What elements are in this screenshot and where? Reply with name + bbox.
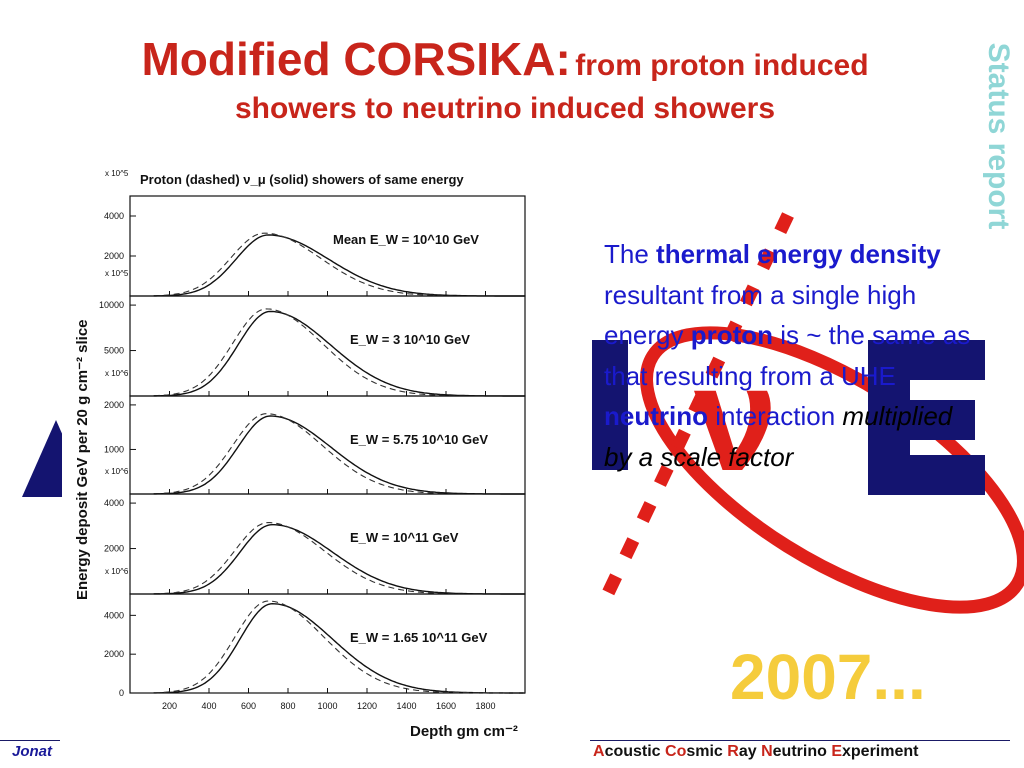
footer-initial: Co xyxy=(665,743,687,760)
footer-initial: N xyxy=(761,743,773,760)
x-tick-label: 1000 xyxy=(317,701,337,711)
y-tick-label: 10000 xyxy=(99,300,124,310)
panel-energy-label: E_W = 3 10^10 GeV xyxy=(350,332,470,347)
x-tick-label: 1200 xyxy=(357,701,377,711)
footer-word: xperiment xyxy=(842,743,919,760)
footer-initial: A xyxy=(593,743,605,760)
y-tick-label: 0 xyxy=(119,688,124,698)
footer-word: eutrino xyxy=(772,743,832,760)
logo-dotted-trail xyxy=(594,212,794,613)
x-tick-label: 800 xyxy=(280,701,295,711)
y-tick-label: 5000 xyxy=(104,346,124,356)
footer-initial: R xyxy=(727,743,739,760)
panel-scale-label: x 10^6 xyxy=(105,369,129,378)
footer-word: ay xyxy=(738,743,762,760)
panel-scale-label: x 10^5 xyxy=(105,169,129,178)
panel-energy-label: E_W = 10^11 GeV xyxy=(350,530,459,545)
y-tick-label: 2000 xyxy=(104,251,124,261)
footer-word: coustic xyxy=(604,743,666,760)
chart-background xyxy=(62,160,592,745)
year-label: 2007... xyxy=(730,641,926,713)
status-report-label: Status report xyxy=(982,42,1015,230)
footer-author: Jonat xyxy=(12,743,53,760)
slide-title: Modified CORSIKA: from proton induced xyxy=(0,32,1010,86)
chart-title: Proton (dashed) ν_μ (solid) showers of s… xyxy=(140,172,464,187)
title-sub-line2: showers to neutrino induced showers xyxy=(234,92,776,125)
logo-letter-e xyxy=(868,340,985,495)
title-main: Modified CORSIKA: xyxy=(141,33,571,85)
y-tick-label: 4000 xyxy=(104,610,124,620)
title-sub-line1: from proton induced xyxy=(575,49,869,82)
logo-nu-symbol: ν xyxy=(694,334,777,502)
x-tick-label: 600 xyxy=(241,701,256,711)
panel-energy-label: E_W = 1.65 10^11 GeV xyxy=(350,630,488,645)
x-tick-label: 400 xyxy=(201,701,216,711)
y-tick-label: 4000 xyxy=(104,498,124,508)
x-tick-label: 200 xyxy=(162,701,177,711)
panel-energy-label: E_W = 5.75 10^10 GeV xyxy=(350,432,488,447)
footer-divider-left xyxy=(0,740,60,741)
footer-word: smic xyxy=(686,743,728,760)
panel-energy-label: Mean E_W = 10^10 GeV xyxy=(333,232,479,247)
y-tick-label: 2000 xyxy=(104,649,124,659)
panel-scale-label: x 10^6 xyxy=(105,567,129,576)
y-tick-label: 2000 xyxy=(104,544,124,554)
y-tick-label: 4000 xyxy=(104,211,124,221)
y-tick-label: 1000 xyxy=(104,444,124,454)
x-axis-label: Depth gm cm⁻² xyxy=(410,723,518,740)
x-tick-label: 1800 xyxy=(475,701,495,711)
logo-letter-r xyxy=(590,340,628,470)
body-paragraph: The thermal energy density resultant fro… xyxy=(604,239,971,472)
footer-initial: E xyxy=(831,743,842,760)
y-axis-label: Energy deposit GeV per 20 g cm⁻² slice xyxy=(74,319,91,600)
panel-scale-label: x 10^6 xyxy=(105,467,129,476)
x-tick-label: 1400 xyxy=(396,701,416,711)
footer-experiment-name: Acoustic Cosmic Ray Neutrino Experiment xyxy=(593,743,918,761)
panel-scale-label: x 10^5 xyxy=(105,269,129,278)
footer-divider-right xyxy=(590,740,1010,741)
series-line-proton xyxy=(153,600,525,694)
x-tick-label: 1600 xyxy=(436,701,456,711)
y-tick-label: 2000 xyxy=(104,400,124,410)
